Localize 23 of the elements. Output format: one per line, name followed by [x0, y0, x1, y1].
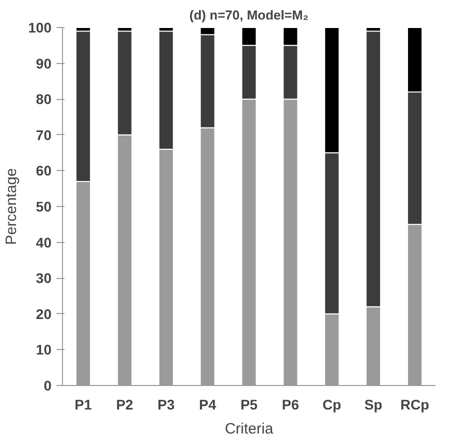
x-tick-label: P1: [74, 396, 92, 412]
x-tick-label: Cp: [322, 396, 342, 412]
x-tick-label: RCp: [400, 396, 430, 412]
y-axis-title: Percentage: [3, 168, 20, 245]
x-axis-title: Criteria: [224, 420, 274, 438]
x-tick-label: P3: [158, 396, 175, 412]
x-tick-label: P4: [198, 396, 216, 412]
y-tick-label: 10: [36, 342, 52, 358]
y-tick-label: 100: [28, 20, 52, 36]
y-tick-label: 20: [36, 306, 52, 322]
x-tick-label: Sp: [364, 396, 382, 412]
y-tick-label: 50: [36, 198, 52, 214]
y-tick-label: 80: [36, 91, 52, 108]
y-tick-label: 30: [36, 270, 52, 286]
y-tick-label: 0: [44, 378, 52, 394]
x-tick-label: P6: [282, 396, 300, 412]
chart-title: (d) n=70, Model=M₂: [189, 8, 309, 22]
y-tick-label: 90: [36, 55, 52, 72]
y-tick-label: 60: [36, 162, 52, 179]
y-tick-label: 40: [36, 234, 52, 250]
y-tick-label: 70: [36, 126, 52, 143]
x-tick-label: P5: [240, 396, 258, 412]
x-tick-label: P2: [116, 396, 134, 412]
